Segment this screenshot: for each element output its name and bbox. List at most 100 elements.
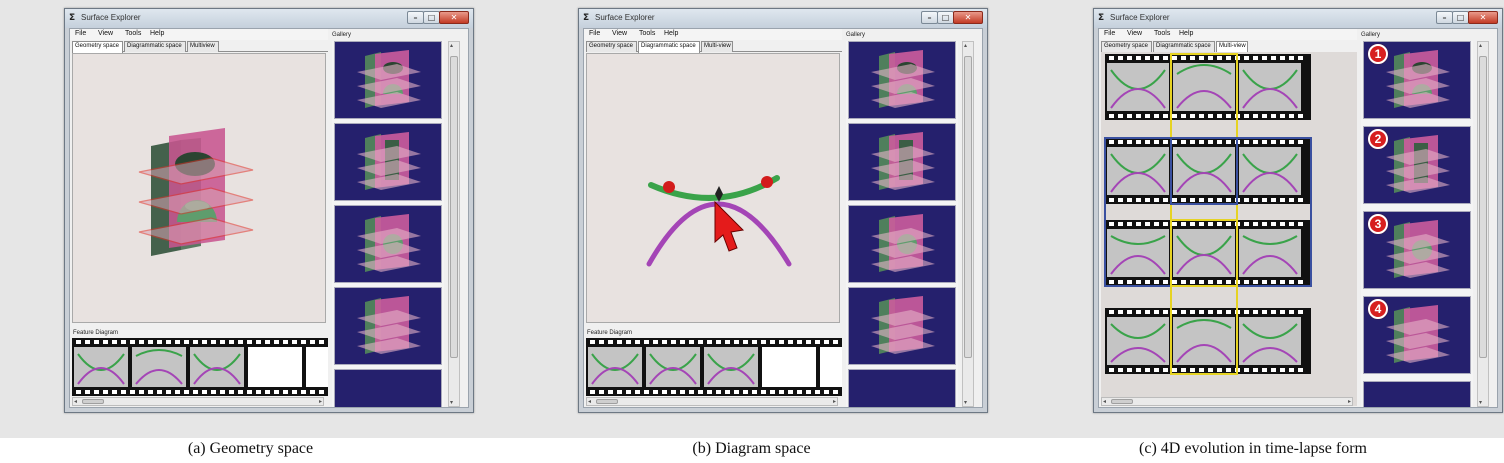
- maximize-button[interactable]: □: [423, 11, 440, 24]
- gallery-label: Gallery: [846, 32, 866, 38]
- scroll-right-icon[interactable]: ▸: [1347, 398, 1351, 405]
- gallery-item[interactable]: [334, 41, 442, 119]
- scroll-thumb[interactable]: [1479, 56, 1487, 358]
- app-icon: Σ: [583, 13, 590, 23]
- tab-geometry-space[interactable]: Geometry space: [72, 41, 123, 53]
- client-area: File View Tools Help Gallery Geometry sp…: [583, 28, 983, 408]
- scroll-thumb[interactable]: [1111, 399, 1133, 404]
- menu-tools[interactable]: Tools: [639, 30, 656, 37]
- title-bar: Σ Surface Explorer – □ ✕: [579, 9, 987, 28]
- gallery-item[interactable]: [334, 287, 442, 365]
- tab-multiview[interactable]: Multiview: [187, 41, 219, 52]
- gallery-item[interactable]: 1: [1363, 41, 1471, 119]
- window-multi-view: Σ Surface Explorer – □ ✕ File View Tools…: [1093, 8, 1503, 413]
- scroll-up-icon[interactable]: ▴: [450, 42, 454, 49]
- scroll-thumb[interactable]: [596, 399, 618, 404]
- minimize-button[interactable]: –: [1436, 11, 1453, 24]
- time-lapse-grid[interactable]: [1101, 52, 1357, 406]
- window-title: Surface Explorer: [1110, 13, 1170, 22]
- menu-view[interactable]: View: [612, 30, 628, 37]
- menu-file[interactable]: File: [589, 30, 601, 37]
- tab-multiview[interactable]: Multi-view: [1216, 41, 1248, 53]
- tab-bar: Geometry space Diagrammatic space Multi-…: [586, 41, 842, 53]
- gallery-label: Gallery: [1361, 32, 1381, 38]
- scroll-thumb[interactable]: [450, 56, 458, 358]
- pointer-cursor-icon: [714, 200, 745, 252]
- window-title: Surface Explorer: [595, 13, 655, 22]
- tab-diagrammatic-space[interactable]: Diagrammatic space: [124, 41, 186, 52]
- window-diagram-space: Σ Surface Explorer – □ ✕ File View Tools…: [578, 8, 988, 413]
- gallery-item[interactable]: 4: [1363, 296, 1471, 374]
- feature-diagram: [646, 175, 792, 267]
- gallery-list: [332, 41, 444, 407]
- diagram-viewport[interactable]: [586, 53, 840, 323]
- menu-file[interactable]: File: [75, 30, 87, 37]
- scroll-right-icon[interactable]: ▸: [832, 398, 836, 405]
- gallery-scrollbar[interactable]: ▴ ▾: [962, 41, 974, 407]
- tab-bar: Geometry space Diagrammatic space Multi-…: [1101, 41, 1357, 53]
- menu-view[interactable]: View: [98, 30, 114, 37]
- gallery-item[interactable]: [334, 205, 442, 283]
- scroll-down-icon[interactable]: ▾: [450, 399, 454, 406]
- scroll-down-icon[interactable]: ▾: [964, 399, 968, 406]
- filmstrip-scrollbar[interactable]: ◂ ▸: [586, 397, 838, 406]
- menu-tools[interactable]: Tools: [125, 30, 142, 37]
- menu-help[interactable]: Help: [1179, 30, 1194, 37]
- tab-geometry-space[interactable]: Geometry space: [1101, 41, 1152, 52]
- app-icon: Σ: [1098, 13, 1105, 23]
- menu-file[interactable]: File: [1104, 30, 1116, 37]
- gallery-item[interactable]: [848, 41, 956, 119]
- gallery-item[interactable]: 2: [1363, 126, 1471, 204]
- client-area: File View Tools Help Gallery Geometry sp…: [69, 28, 469, 408]
- scroll-down-icon[interactable]: ▾: [1479, 399, 1483, 406]
- tab-diagrammatic-space[interactable]: Diagrammatic space: [1153, 41, 1215, 52]
- scroll-left-icon[interactable]: ◂: [588, 398, 592, 405]
- scroll-thumb[interactable]: [964, 56, 972, 358]
- gallery-item[interactable]: [334, 123, 442, 201]
- gallery-item[interactable]: [848, 123, 956, 201]
- caption-a: (a) Geometry space: [187, 440, 314, 457]
- gallery-item[interactable]: [848, 205, 956, 283]
- step-badge: 1: [1368, 44, 1388, 64]
- close-button[interactable]: ✕: [439, 11, 469, 24]
- gallery-list: [846, 41, 958, 407]
- title-bar: Σ Surface Explorer – □ ✕: [65, 9, 473, 28]
- scroll-left-icon[interactable]: ◂: [1103, 398, 1107, 405]
- scroll-up-icon[interactable]: ▴: [964, 42, 968, 49]
- gallery-item[interactable]: [1363, 381, 1471, 407]
- maximize-button[interactable]: □: [1452, 11, 1469, 24]
- geometry-viewport[interactable]: [72, 53, 326, 323]
- minimize-button[interactable]: –: [921, 11, 938, 24]
- minimize-button[interactable]: –: [407, 11, 424, 24]
- scroll-thumb[interactable]: [82, 399, 104, 404]
- tab-multiview[interactable]: Multi-view: [701, 41, 733, 52]
- gallery-list: 1 2: [1361, 41, 1473, 407]
- tab-bar: Geometry space Diagrammatic space Multiv…: [72, 41, 328, 53]
- gallery-scrollbar[interactable]: ▴ ▾: [1477, 41, 1489, 407]
- maximize-button[interactable]: □: [937, 11, 954, 24]
- gallery-thumbnail: [1386, 305, 1450, 363]
- menu-tools[interactable]: Tools: [1154, 30, 1171, 37]
- gallery-item[interactable]: [334, 369, 442, 407]
- close-button[interactable]: ✕: [953, 11, 983, 24]
- gallery-thumbnail: [871, 132, 935, 190]
- scroll-right-icon[interactable]: ▸: [318, 398, 322, 405]
- gallery-item[interactable]: [848, 287, 956, 365]
- gallery-scrollbar[interactable]: ▴ ▾: [448, 41, 460, 407]
- gallery-item[interactable]: 3: [1363, 211, 1471, 289]
- menu-view[interactable]: View: [1127, 30, 1143, 37]
- close-button[interactable]: ✕: [1468, 11, 1498, 24]
- tab-diagrammatic-space[interactable]: Diagrammatic space: [638, 41, 700, 53]
- menu-help[interactable]: Help: [150, 30, 165, 37]
- app-icon: Σ: [69, 13, 76, 23]
- menu-help[interactable]: Help: [664, 30, 679, 37]
- tab-geometry-space[interactable]: Geometry space: [586, 41, 637, 52]
- scroll-up-icon[interactable]: ▴: [1479, 42, 1483, 49]
- grid-scrollbar[interactable]: ◂ ▸: [1101, 397, 1353, 406]
- filmstrip-scrollbar[interactable]: ◂ ▸: [72, 397, 324, 406]
- gallery-item[interactable]: [848, 369, 956, 407]
- filmstrip-frames: [72, 338, 328, 396]
- gallery-thumbnail: [1386, 220, 1450, 278]
- scroll-left-icon[interactable]: ◂: [74, 398, 78, 405]
